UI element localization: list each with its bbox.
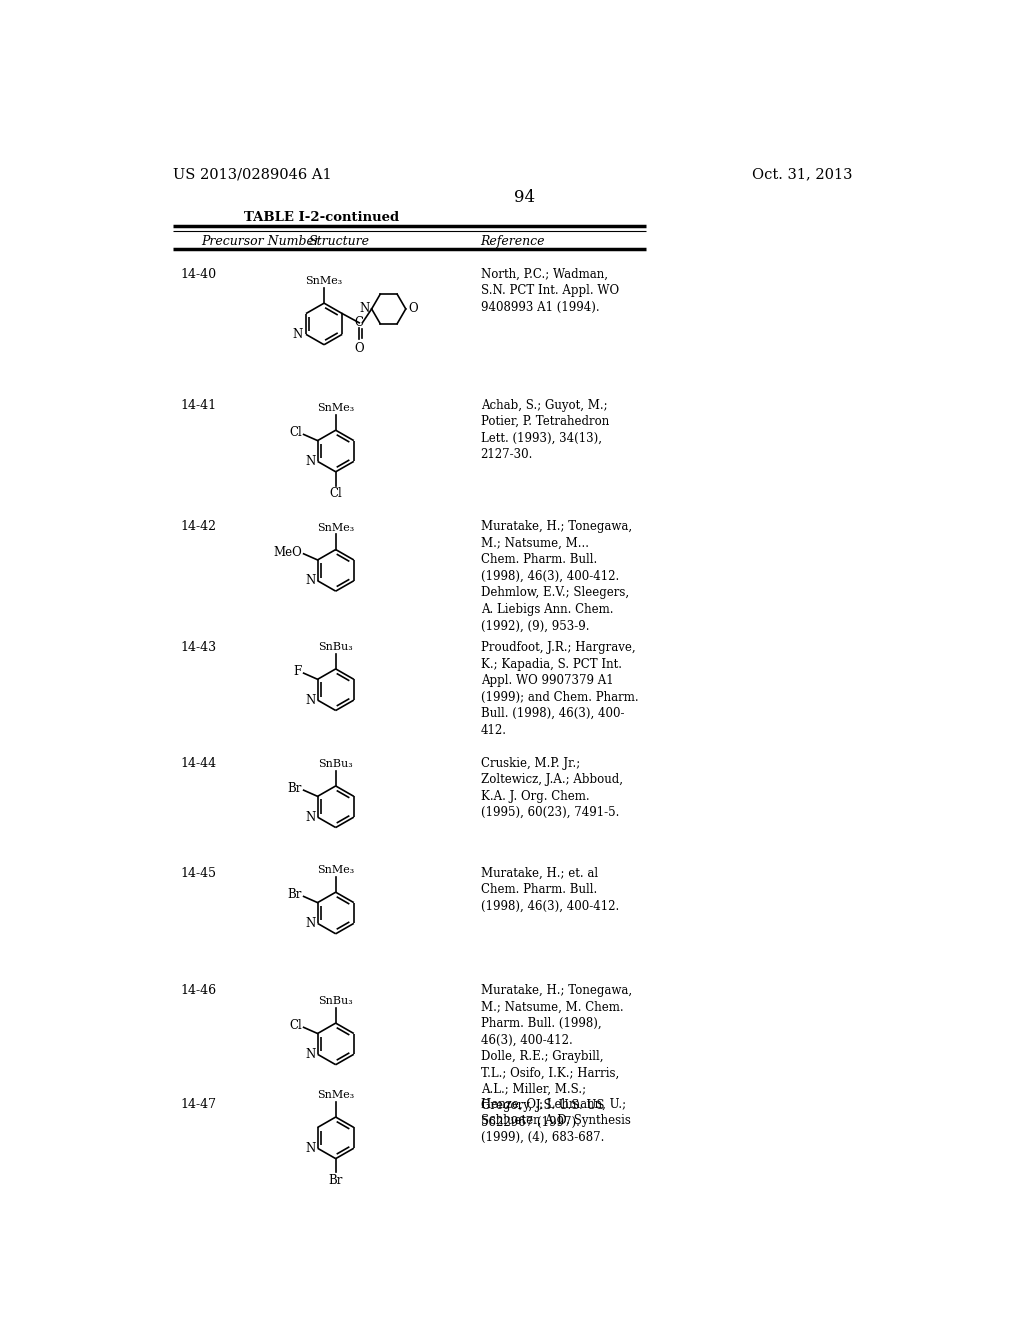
Text: SnMe₃: SnMe₃ bbox=[317, 523, 354, 533]
Text: N: N bbox=[305, 810, 315, 824]
Text: F: F bbox=[294, 665, 302, 678]
Text: O: O bbox=[409, 302, 419, 315]
Text: Cruskie, M.P. Jr.;
Zoltewicz, J.A.; Abboud,
K.A. J. Org. Chem.
(1995), 60(23), 7: Cruskie, M.P. Jr.; Zoltewicz, J.A.; Abbo… bbox=[480, 756, 623, 820]
Text: Br: Br bbox=[329, 1173, 343, 1187]
Text: 14-44: 14-44 bbox=[180, 756, 217, 770]
Text: TABLE I-2-continued: TABLE I-2-continued bbox=[244, 211, 399, 224]
Text: N: N bbox=[305, 1142, 315, 1155]
Text: Cl: Cl bbox=[290, 426, 302, 440]
Text: Achab, S.; Guyot, M.;
Potier, P. Tetrahedron
Lett. (1993), 34(13),
2127-30.: Achab, S.; Guyot, M.; Potier, P. Tetrahe… bbox=[480, 399, 609, 461]
Text: US 2013/0289046 A1: US 2013/0289046 A1 bbox=[173, 168, 332, 182]
Text: Muratake, H.; Tonegawa,
M.; Natsume, M...
Chem. Pharm. Bull.
(1998), 46(3), 400-: Muratake, H.; Tonegawa, M.; Natsume, M..… bbox=[480, 520, 632, 632]
Text: Cl: Cl bbox=[330, 487, 342, 500]
Text: N: N bbox=[305, 455, 315, 467]
Text: Precursor Number: Precursor Number bbox=[202, 235, 321, 248]
Text: SnMe₃: SnMe₃ bbox=[305, 276, 343, 286]
Text: Reference: Reference bbox=[480, 235, 545, 248]
Text: 14-46: 14-46 bbox=[180, 983, 217, 997]
Text: C: C bbox=[354, 317, 364, 329]
Text: N: N bbox=[305, 574, 315, 587]
Text: SnMe₃: SnMe₃ bbox=[317, 404, 354, 413]
Text: Proudfoot, J.R.; Hargrave,
K.; Kapadia, S. PCT Int.
Appl. WO 9907379 A1
(1999); : Proudfoot, J.R.; Hargrave, K.; Kapadia, … bbox=[480, 642, 638, 737]
Text: Cl: Cl bbox=[290, 1019, 302, 1032]
Text: N: N bbox=[305, 693, 315, 706]
Text: Oct. 31, 2013: Oct. 31, 2013 bbox=[752, 168, 852, 182]
Text: North, P.C.; Wadman,
S.N. PCT Int. Appl. WO
9408993 A1 (1994).: North, P.C.; Wadman, S.N. PCT Int. Appl.… bbox=[480, 268, 618, 314]
Text: SnMe₃: SnMe₃ bbox=[317, 1090, 354, 1100]
Text: 94: 94 bbox=[514, 189, 536, 206]
Text: SnBu₃: SnBu₃ bbox=[318, 759, 353, 770]
Text: 14-43: 14-43 bbox=[180, 642, 217, 655]
Text: 14-47: 14-47 bbox=[180, 1098, 217, 1111]
Text: 14-45: 14-45 bbox=[180, 867, 217, 880]
Text: N: N bbox=[359, 302, 370, 315]
Text: Br: Br bbox=[288, 888, 302, 902]
Text: SnMe₃: SnMe₃ bbox=[317, 866, 354, 875]
Text: 14-42: 14-42 bbox=[180, 520, 217, 533]
Text: N: N bbox=[305, 917, 315, 929]
Text: Muratake, H.; Tonegawa,
M.; Natsume, M. Chem.
Pharm. Bull. (1998),
46(3), 400-41: Muratake, H.; Tonegawa, M.; Natsume, M. … bbox=[480, 983, 632, 1129]
Text: SnBu₃: SnBu₃ bbox=[318, 997, 353, 1006]
Text: 14-41: 14-41 bbox=[180, 399, 217, 412]
Text: SnBu₃: SnBu₃ bbox=[318, 642, 353, 652]
Text: Br: Br bbox=[288, 783, 302, 795]
Text: MeO: MeO bbox=[273, 545, 302, 558]
Text: Henze, O.; Lehmann, U.;
Schlueter, A.D. Synthesis
(1999), (4), 683-687.: Henze, O.; Lehmann, U.; Schlueter, A.D. … bbox=[480, 1098, 631, 1144]
Text: Structure: Structure bbox=[309, 235, 370, 248]
Text: Muratake, H.; et. al
Chem. Pharm. Bull.
(1998), 46(3), 400-412.: Muratake, H.; et. al Chem. Pharm. Bull. … bbox=[480, 867, 618, 913]
Text: 14-40: 14-40 bbox=[180, 268, 217, 281]
Text: N: N bbox=[293, 327, 303, 341]
Text: N: N bbox=[305, 1048, 315, 1061]
Text: O: O bbox=[354, 342, 365, 355]
